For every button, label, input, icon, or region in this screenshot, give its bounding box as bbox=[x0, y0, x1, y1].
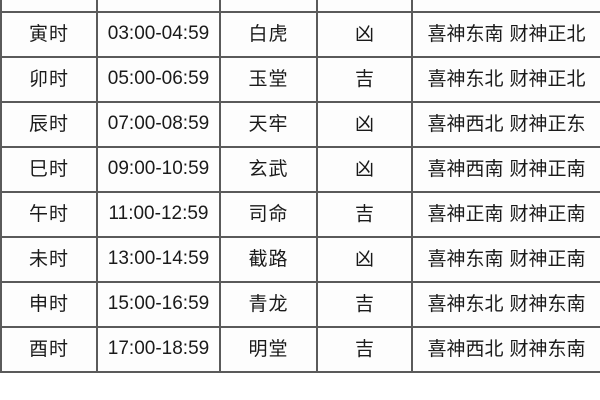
cell-directions: 喜神正南 财神正南 bbox=[411, 191, 600, 238]
cell-time-range: 05:00-06:59 bbox=[96, 56, 221, 103]
direction-wealth-god: 财神东南 bbox=[509, 338, 586, 361]
cell-directions: 喜神东北 财神正北 bbox=[411, 56, 600, 103]
cell-directions: 喜神东南 财神正北 bbox=[411, 11, 600, 58]
cell-deity-name: 白虎 bbox=[219, 11, 318, 58]
cell-time-range: 17:00-18:59 bbox=[96, 326, 221, 373]
direction-happy-god: 喜神正南 bbox=[427, 203, 504, 226]
cell-deity-name: 青龙 bbox=[219, 281, 318, 328]
cell-directions: 喜神西北 财神东南 bbox=[411, 326, 600, 373]
table-row[interactable]: 巳时 09:00-10:59 玄武凶喜神西南 财神正南 bbox=[0, 146, 600, 193]
direction-wealth-god: 财神正南 bbox=[509, 158, 586, 181]
direction-happy-god: 喜神西北 bbox=[427, 113, 504, 136]
cell-hour-branch: 申时 bbox=[0, 281, 98, 328]
cell-hour-branch: 午时 bbox=[0, 191, 98, 238]
cell-luck-mark: 吉 bbox=[316, 281, 413, 328]
cell-directions: 喜神正南财神正北 bbox=[411, 0, 600, 13]
cell-directions: 喜神东北 财神东南 bbox=[411, 281, 600, 328]
direction-wealth-god: 财神正北 bbox=[509, 68, 586, 91]
table-row[interactable]: 寅时 03:00-04:59 白虎凶喜神东南 财神正北 bbox=[0, 11, 600, 58]
cell-deity-name: 玄武 bbox=[219, 146, 318, 193]
cell-luck-mark: 凶 bbox=[316, 11, 413, 58]
cell-hour-branch: 辰时 bbox=[0, 101, 98, 148]
table-row[interactable]: 丑时01:00-02:59天德吉喜神正南财神正北 bbox=[0, 0, 600, 13]
cell-luck-mark: 吉 bbox=[316, 326, 413, 373]
direction-happy-god: 喜神西南 bbox=[427, 158, 504, 181]
table-row[interactable]: 辰时 07:00-08:59 天牢凶喜神西北 财神正东 bbox=[0, 101, 600, 148]
cell-deity-name: 司命 bbox=[219, 191, 318, 238]
cell-time-range: 07:00-08:59 bbox=[96, 101, 221, 148]
direction-happy-god: 喜神东南 bbox=[427, 248, 504, 271]
cell-time-range: 01:00-02:59 bbox=[96, 0, 221, 13]
direction-happy-god: 喜神东南 bbox=[427, 23, 504, 46]
hour-fortune-table: 丑时01:00-02:59天德吉喜神正南财神正北寅时03:00-04:59白虎凶… bbox=[0, 0, 600, 373]
table-row[interactable]: 申时 15:00-16:59 青龙吉喜神东北 财神东南 bbox=[0, 281, 600, 328]
cell-hour-branch: 巳时 bbox=[0, 146, 98, 193]
direction-happy-god: 喜神东北 bbox=[427, 68, 504, 91]
cell-deity-name: 截路 bbox=[219, 236, 318, 283]
cell-time-range: 09:00-10:59 bbox=[96, 146, 221, 193]
cell-directions: 喜神东南 财神正南 bbox=[411, 236, 600, 283]
cell-time-range: 03:00-04:59 bbox=[96, 11, 221, 58]
cell-directions: 喜神西北 财神正东 bbox=[411, 101, 600, 148]
cell-hour-branch: 酉时 bbox=[0, 326, 98, 373]
table-clip: 丑时01:00-02:59天德吉喜神正南财神正北寅时03:00-04:59白虎凶… bbox=[0, 0, 600, 373]
cell-hour-branch: 卯时 bbox=[0, 56, 98, 103]
direction-happy-god: 喜神东北 bbox=[427, 293, 504, 316]
direction-wealth-god: 财神东南 bbox=[509, 293, 586, 316]
cell-luck-mark: 吉 bbox=[316, 0, 413, 13]
cell-deity-name: 明堂 bbox=[219, 326, 318, 373]
cell-luck-mark: 凶 bbox=[316, 101, 413, 148]
cell-hour-branch: 丑时 bbox=[0, 0, 98, 13]
cell-luck-mark: 吉 bbox=[316, 191, 413, 238]
table-row[interactable]: 酉时 17:00-18:59 明堂吉喜神西北 财神东南 bbox=[0, 326, 600, 373]
direction-wealth-god: 财神正南 bbox=[509, 248, 586, 271]
cell-deity-name: 天德 bbox=[219, 0, 318, 13]
cell-luck-mark: 凶 bbox=[316, 146, 413, 193]
cell-deity-name: 玉堂 bbox=[219, 56, 318, 103]
cell-luck-mark: 吉 bbox=[316, 56, 413, 103]
table-row[interactable]: 午时 11:00-12:59 司命吉喜神正南 财神正南 bbox=[0, 191, 600, 238]
table-row[interactable]: 未时 13:00-14:59 截路凶喜神东南 财神正南 bbox=[0, 236, 600, 283]
cell-time-range: 15:00-16:59 bbox=[96, 281, 221, 328]
direction-wealth-god: 财神正东 bbox=[509, 113, 586, 136]
table-row[interactable]: 卯时 05:00-06:59 玉堂吉喜神东北 财神正北 bbox=[0, 56, 600, 103]
cell-time-range: 11:00-12:59 bbox=[96, 191, 221, 238]
table-body: 丑时01:00-02:59天德吉喜神正南财神正北寅时03:00-04:59白虎凶… bbox=[0, 0, 600, 373]
cell-time-range: 13:00-14:59 bbox=[96, 236, 221, 283]
cell-directions: 喜神西南 财神正南 bbox=[411, 146, 600, 193]
cell-hour-branch: 未时 bbox=[0, 236, 98, 283]
direction-wealth-god: 财神正南 bbox=[509, 203, 586, 226]
cell-deity-name: 天牢 bbox=[219, 101, 318, 148]
direction-happy-god: 喜神西北 bbox=[427, 338, 504, 361]
direction-wealth-god: 财神正北 bbox=[509, 23, 586, 46]
cell-luck-mark: 凶 bbox=[316, 236, 413, 283]
cell-hour-branch: 寅时 bbox=[0, 11, 98, 58]
